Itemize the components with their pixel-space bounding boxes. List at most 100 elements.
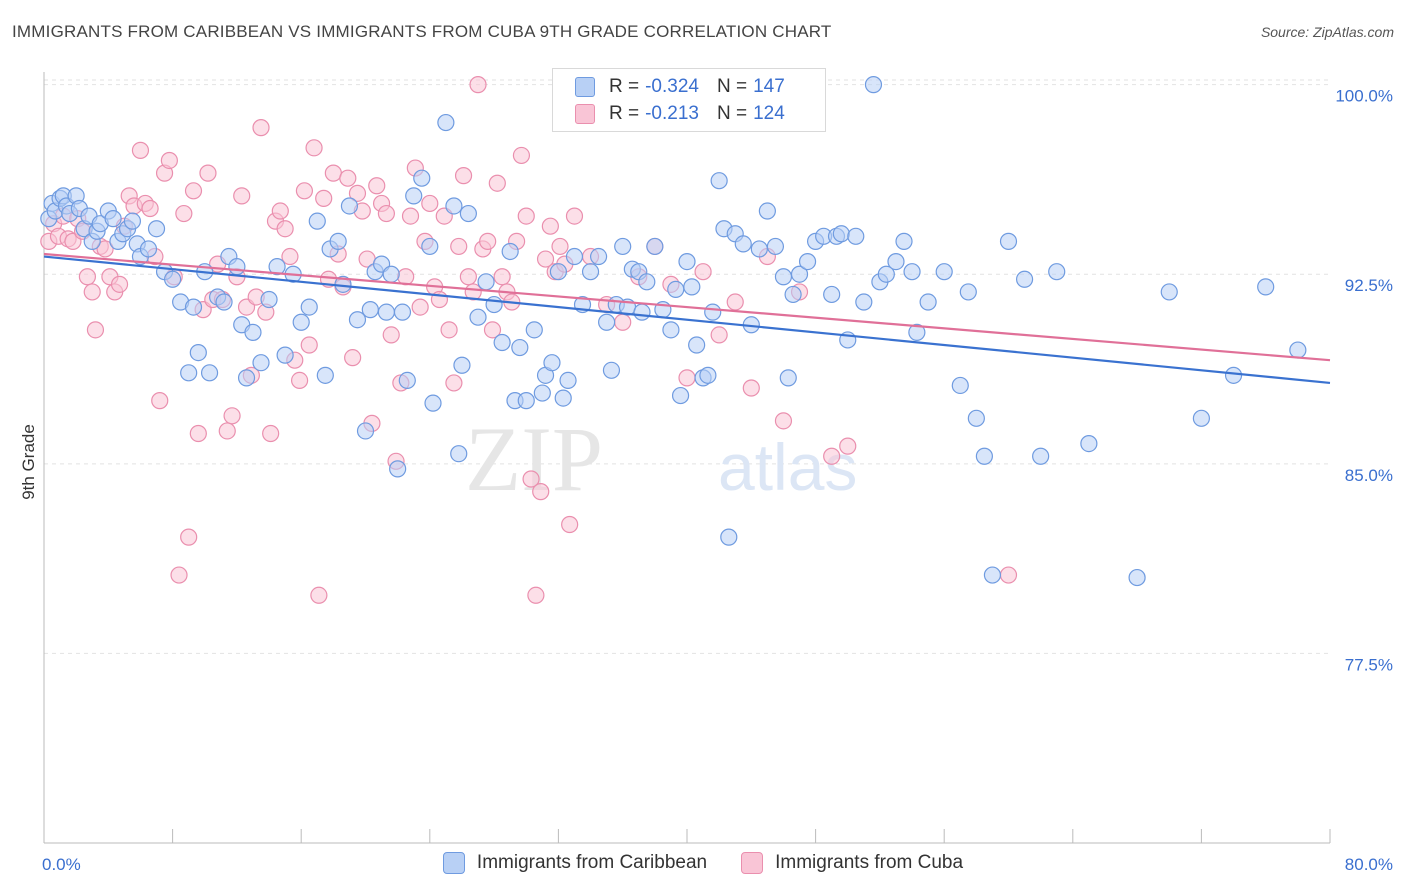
point-caribbean xyxy=(459,204,477,223)
point-caribbean xyxy=(734,235,752,253)
point-cuba xyxy=(262,424,280,443)
point-caribbean xyxy=(421,237,439,256)
point-caribbean xyxy=(565,247,584,266)
point-cuba xyxy=(742,379,760,397)
watermark-atlas: atlas xyxy=(718,430,857,504)
point-caribbean xyxy=(501,242,519,261)
point-caribbean xyxy=(139,240,158,258)
point-cuba xyxy=(175,204,193,223)
point-caribbean xyxy=(633,303,651,321)
point-cuba xyxy=(295,182,314,200)
point-caribbean xyxy=(598,313,616,331)
r-label: R = xyxy=(609,76,640,97)
stats-legend: R = -0.324 N = 147 R = -0.213 N = 124 xyxy=(552,68,826,132)
point-caribbean xyxy=(581,263,600,281)
point-cuba xyxy=(96,240,114,258)
point-caribbean xyxy=(1080,434,1098,453)
point-cuba xyxy=(233,187,251,205)
legend-swatch-cuba xyxy=(575,104,595,124)
point-cuba xyxy=(199,164,217,182)
point-caribbean xyxy=(276,346,294,364)
point-caribbean xyxy=(450,445,468,463)
point-cuba xyxy=(488,174,506,192)
point-cuba xyxy=(710,326,728,344)
point-caribbean xyxy=(180,364,198,382)
point-caribbean xyxy=(559,371,577,389)
point-cuba xyxy=(300,336,318,354)
point-caribbean xyxy=(477,273,495,291)
legend-label-cuba: Immigrants from Cuba xyxy=(775,852,964,873)
point-caribbean xyxy=(823,285,841,304)
point-caribbean xyxy=(493,333,511,352)
point-caribbean xyxy=(1048,263,1066,281)
legend-swatch-cuba xyxy=(741,852,764,874)
point-cuba xyxy=(368,177,386,195)
point-caribbean xyxy=(549,263,568,281)
point-caribbean xyxy=(847,227,865,245)
point-caribbean xyxy=(300,298,318,316)
point-caribbean xyxy=(244,323,262,341)
point-caribbean xyxy=(766,237,785,256)
n-value-cuba: 124 xyxy=(753,103,785,124)
n-value-caribbean: 147 xyxy=(753,76,785,97)
point-caribbean xyxy=(967,409,985,427)
point-caribbean xyxy=(699,366,717,384)
legend-item-caribbean: Immigrants from Caribbean xyxy=(442,852,707,874)
point-caribbean xyxy=(469,308,487,326)
point-caribbean xyxy=(1257,278,1275,296)
point-cuba xyxy=(310,586,328,604)
point-caribbean xyxy=(720,528,738,546)
point-cuba xyxy=(411,298,429,316)
point-cuba xyxy=(464,283,482,301)
point-caribbean xyxy=(398,371,416,389)
point-cuba xyxy=(78,268,97,286)
point-caribbean xyxy=(646,237,664,256)
y-tick-label: 85.0% xyxy=(1345,466,1393,485)
point-caribbean xyxy=(393,303,412,321)
point-caribbean xyxy=(975,447,993,465)
point-caribbean xyxy=(413,169,431,187)
point-caribbean xyxy=(445,197,463,215)
point-cuba xyxy=(344,349,362,367)
point-cuba xyxy=(541,217,559,235)
point-caribbean xyxy=(895,232,913,250)
point-cuba xyxy=(83,283,101,301)
trend-line-caribbean xyxy=(43,255,1331,385)
point-caribbean xyxy=(260,290,278,309)
point-caribbean xyxy=(1289,341,1307,359)
point-caribbean xyxy=(887,252,905,271)
axes xyxy=(43,72,1331,844)
point-cuba xyxy=(151,392,169,410)
point-caribbean xyxy=(1192,409,1211,427)
point-caribbean xyxy=(228,258,246,276)
point-caribbean xyxy=(237,369,256,387)
point-cuba xyxy=(522,470,540,488)
point-caribbean xyxy=(424,394,442,412)
point-cuba xyxy=(184,182,203,200)
point-cuba xyxy=(281,247,299,266)
point-caribbean xyxy=(525,321,543,339)
point-cuba xyxy=(218,422,236,440)
point-caribbean xyxy=(784,285,802,304)
r-value-cuba: -0.213 xyxy=(645,103,699,124)
point-cuba xyxy=(694,263,712,281)
point-cuba xyxy=(532,483,550,501)
point-caribbean xyxy=(1015,270,1034,288)
data-points xyxy=(40,76,1307,604)
y-tick-label: 100.0% xyxy=(1335,87,1393,106)
trend-line-cuba xyxy=(43,252,1331,362)
point-caribbean xyxy=(200,364,219,382)
point-caribbean xyxy=(554,389,572,407)
point-cuba xyxy=(440,321,458,339)
point-caribbean xyxy=(1032,447,1050,465)
point-caribbean xyxy=(671,386,690,405)
point-caribbean xyxy=(688,336,706,354)
point-cuba xyxy=(223,407,241,425)
point-caribbean xyxy=(189,343,207,362)
point-caribbean xyxy=(485,295,503,314)
chart-title: IMMIGRANTS FROM CARIBBEAN VS IMMIGRANTS … xyxy=(12,22,832,41)
point-cuba xyxy=(517,207,535,225)
point-caribbean xyxy=(758,202,776,220)
point-cuba xyxy=(315,189,333,207)
point-caribbean xyxy=(774,268,793,286)
